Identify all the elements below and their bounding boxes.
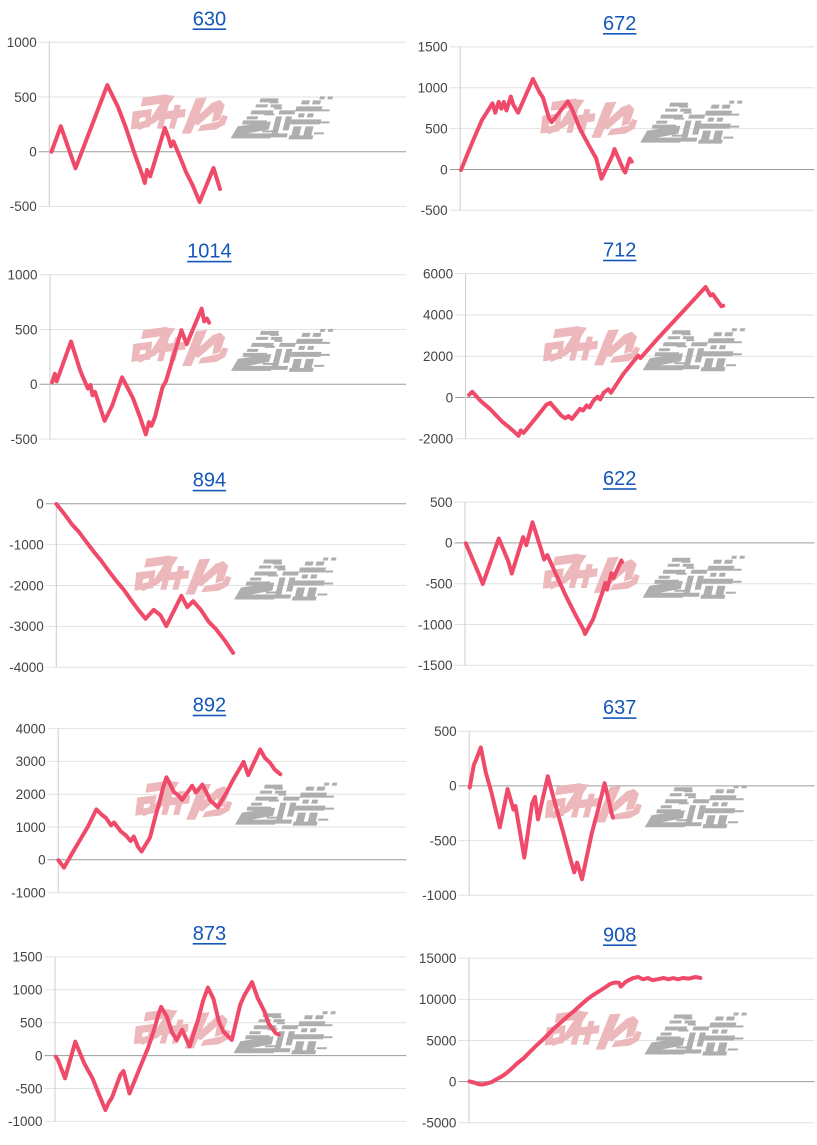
svg-text:5000: 5000 (426, 1033, 456, 1048)
svg-text:892: 892 (193, 695, 226, 717)
svg-text:-500: -500 (15, 1081, 42, 1096)
svg-text:1500: 1500 (418, 40, 448, 55)
svg-text:1000: 1000 (7, 35, 37, 50)
svg-text:0: 0 (35, 1048, 43, 1063)
svg-text:3000: 3000 (16, 754, 46, 769)
svg-text:-1000: -1000 (8, 1114, 43, 1129)
svg-text:873: 873 (193, 923, 226, 945)
svg-text:712: 712 (603, 240, 636, 262)
svg-text:0: 0 (449, 1074, 457, 1089)
svg-text:-3000: -3000 (9, 619, 44, 634)
svg-text:6000: 6000 (423, 266, 453, 281)
svg-text:-500: -500 (425, 577, 452, 592)
svg-text:630: 630 (193, 8, 226, 30)
svg-text:894: 894 (193, 470, 226, 492)
svg-text:1014: 1014 (187, 241, 232, 263)
svg-text:1000: 1000 (16, 820, 46, 835)
svg-text:-2000: -2000 (419, 432, 454, 447)
svg-text:500: 500 (15, 322, 38, 337)
svg-text:-1000: -1000 (422, 888, 457, 903)
svg-text:0: 0 (36, 497, 44, 512)
svg-text:908: 908 (603, 924, 636, 946)
svg-text:0: 0 (30, 377, 38, 392)
svg-text:-1500: -1500 (418, 658, 453, 673)
svg-text:500: 500 (20, 1016, 43, 1031)
svg-text:-500: -500 (430, 833, 457, 848)
svg-text:637: 637 (603, 697, 636, 719)
svg-text:1000: 1000 (7, 268, 37, 283)
svg-text:672: 672 (603, 13, 636, 35)
svg-text:-1000: -1000 (9, 537, 44, 552)
svg-text:500: 500 (434, 724, 457, 739)
svg-text:10000: 10000 (419, 992, 457, 1007)
svg-text:4000: 4000 (16, 721, 46, 736)
svg-text:4000: 4000 (423, 308, 453, 323)
svg-text:0: 0 (29, 145, 37, 160)
svg-text:0: 0 (440, 162, 448, 177)
svg-text:0: 0 (445, 536, 453, 551)
svg-text:-1000: -1000 (418, 617, 453, 632)
svg-text:0: 0 (449, 779, 457, 794)
svg-text:0: 0 (38, 853, 46, 868)
svg-text:2000: 2000 (423, 349, 453, 364)
svg-text:500: 500 (430, 495, 453, 510)
svg-text:-500: -500 (421, 203, 448, 218)
svg-text:0: 0 (446, 390, 454, 405)
svg-text:15000: 15000 (419, 951, 457, 966)
svg-text:-1000: -1000 (11, 885, 46, 900)
svg-text:1000: 1000 (12, 983, 42, 998)
svg-text:-500: -500 (10, 199, 37, 214)
svg-text:-5000: -5000 (422, 1116, 457, 1131)
svg-text:-500: -500 (10, 432, 37, 447)
svg-text:1500: 1500 (12, 950, 42, 965)
svg-text:1000: 1000 (418, 81, 448, 96)
svg-text:-4000: -4000 (9, 660, 44, 675)
svg-text:-2000: -2000 (9, 578, 44, 593)
svg-text:2000: 2000 (16, 787, 46, 802)
svg-text:500: 500 (14, 90, 37, 105)
svg-text:500: 500 (425, 121, 448, 136)
svg-text:622: 622 (603, 468, 636, 490)
